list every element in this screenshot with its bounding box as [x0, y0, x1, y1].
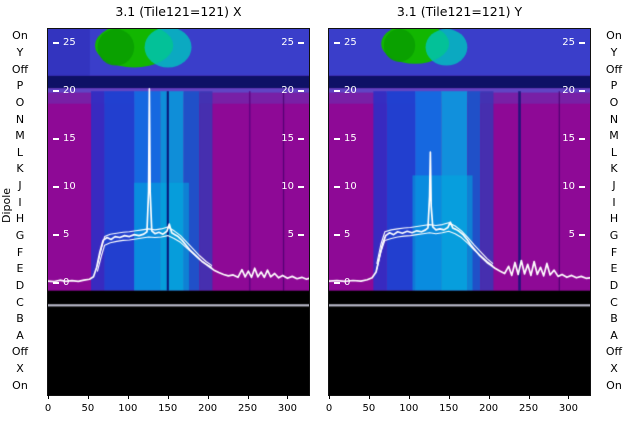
row-label: Off [605, 345, 623, 359]
x-tick-label: 0 [325, 403, 333, 414]
row-label: K [16, 162, 24, 176]
row-label: F [16, 245, 24, 259]
row-label: A [610, 328, 618, 342]
heatmap-canvas-y [329, 29, 590, 395]
x-tick-label: 100 [118, 403, 138, 414]
panel-title-x: 3.1 (Tile121=121) X [115, 4, 242, 19]
row-label: I [612, 195, 616, 209]
panel-title-y: 3.1 (Tile121=121) Y [396, 4, 523, 19]
row-label: G [609, 228, 619, 242]
row-label: N [609, 112, 619, 126]
x-tick-mark [329, 395, 330, 399]
row-label: F [610, 245, 618, 259]
x-tick-mark [127, 395, 129, 399]
heatmap-canvas-x [48, 29, 309, 395]
row-label: Off [605, 62, 623, 76]
x-tick-label: 250 [518, 403, 539, 414]
row-label: L [16, 145, 24, 159]
row-label: H [609, 212, 619, 226]
row-label: J [18, 179, 22, 193]
row-label: C [16, 295, 24, 309]
x-tick-mark [247, 395, 249, 399]
row-label: D [609, 278, 619, 292]
x-tick-label: 50 [362, 403, 376, 414]
x-tick-mark [87, 395, 89, 399]
row-label: M [609, 129, 619, 143]
x-tick-mark [488, 395, 490, 399]
heatmap-panel-y: 25 20 15 10 5 0 25 20 15 10 5 0 50 100 150 200 250 300 [326, 28, 591, 414]
x-tick-mark [528, 395, 530, 399]
right-row-labels: On Y Off P O N M L K J I H G F E D C B A Off X On [596, 28, 632, 396]
row-label: P [610, 79, 618, 93]
x-tick-mark [287, 395, 289, 399]
x-tick-mark [207, 395, 209, 399]
x-tick-label: 300 [558, 403, 578, 414]
x-tick-label: 100 [399, 403, 419, 414]
row-label: O [15, 95, 25, 109]
x-tick-mark [48, 395, 49, 399]
row-label: Off [11, 62, 29, 76]
x-tick-label: 200 [479, 403, 499, 414]
row-label: Off [11, 345, 29, 359]
x-tick-label: 150 [439, 403, 459, 414]
row-label: N [15, 112, 25, 126]
row-label: B [16, 312, 24, 326]
heatmap-panel-x: 25 20 15 10 5 0 25 20 15 10 5 0 50 100 150 200 250 300 [45, 28, 310, 414]
row-label: C [610, 295, 618, 309]
row-label: E [610, 262, 618, 276]
row-label: I [18, 195, 22, 209]
row-label: L [610, 145, 618, 159]
x-tick-label: 250 [237, 403, 258, 414]
x-tick-mark [568, 395, 570, 399]
left-row-labels: On Y Off P O N M L K J I H G F E D C B A Off X On [0, 28, 40, 396]
x-tick-mark [408, 395, 410, 399]
row-label: M [15, 129, 25, 143]
row-label: D [15, 278, 25, 292]
row-label: J [612, 179, 616, 193]
row-label: P [16, 79, 24, 93]
x-tick-label: 200 [198, 403, 218, 414]
row-label: G [15, 228, 25, 242]
row-label: On [12, 378, 28, 392]
row-label: On [12, 29, 28, 43]
row-label: B [610, 312, 618, 326]
row-label: Y [610, 45, 618, 59]
x-tick-label: 0 [44, 403, 52, 414]
row-label: A [16, 328, 24, 342]
row-label: X [610, 362, 618, 376]
x-tick-mark [448, 395, 450, 399]
x-tick-mark [368, 395, 370, 399]
row-label: O [609, 95, 619, 109]
x-tick-label: 150 [158, 403, 178, 414]
row-label: E [16, 262, 24, 276]
x-tick-label: 300 [277, 403, 297, 414]
x-tick-mark [167, 395, 169, 399]
row-label: H [15, 212, 25, 226]
row-label: X [16, 362, 24, 376]
row-label: On [606, 29, 622, 43]
row-label: Y [16, 45, 24, 59]
x-tick-label: 50 [81, 403, 95, 414]
row-label: On [606, 378, 622, 392]
row-label: K [610, 162, 618, 176]
